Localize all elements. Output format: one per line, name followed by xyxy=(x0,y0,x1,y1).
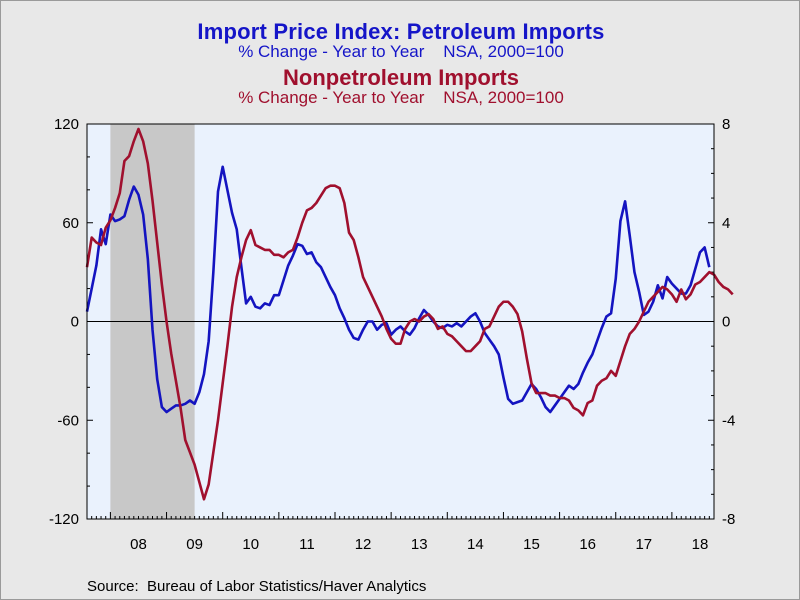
x-tick-label: 14 xyxy=(467,536,484,553)
plot-border xyxy=(86,123,715,520)
left-tick-label: 0 xyxy=(71,314,79,331)
left-tick-label: -60 xyxy=(57,412,79,429)
right-tick-label: 4 xyxy=(722,215,730,232)
source-note: Source: Bureau of Labor Statistics/Haver… xyxy=(87,578,427,595)
left-tick-label: -120 xyxy=(49,511,79,528)
left-tick-label: 60 xyxy=(62,215,79,232)
petroleum-series-line xyxy=(85,165,711,414)
axes: 120 60 0 -60 -120 8 4 0 -4 -8 08 09 10 11 12 13 14 15 16 17… xyxy=(49,116,735,553)
x-tick-label: 16 xyxy=(579,536,596,553)
plot-frame xyxy=(86,123,715,520)
x-tick-label: 09 xyxy=(186,536,203,553)
chart-title-nonpetroleum: Nonpetroleum Imports xyxy=(283,65,519,90)
nonpetroleum-series-line xyxy=(85,127,734,501)
chart-title-petroleum: Import Price Index: Petroleum Imports xyxy=(197,19,605,44)
chart-subtitle-nonpetroleum: % Change - Year to Year NSA, 2000=100 xyxy=(238,88,564,107)
x-tick-label: 15 xyxy=(523,536,540,553)
right-tick-label: -8 xyxy=(722,511,735,528)
right-tick-label: 0 xyxy=(722,314,730,331)
x-tick-label: 17 xyxy=(635,536,652,553)
x-tick-label: 10 xyxy=(242,536,259,553)
x-tick-label: 12 xyxy=(355,536,372,553)
chart-subtitle-petroleum: % Change - Year to Year NSA, 2000=100 xyxy=(238,42,564,61)
x-tick-label: 11 xyxy=(299,536,315,553)
right-tick-label: 8 xyxy=(722,116,730,133)
x-tick-label: 18 xyxy=(692,536,709,553)
left-tick-label: 120 xyxy=(54,116,79,133)
right-tick-label: -4 xyxy=(722,412,735,429)
x-tick-label: 08 xyxy=(130,536,147,553)
x-tick-label: 13 xyxy=(411,536,428,553)
series-layer xyxy=(85,127,734,501)
